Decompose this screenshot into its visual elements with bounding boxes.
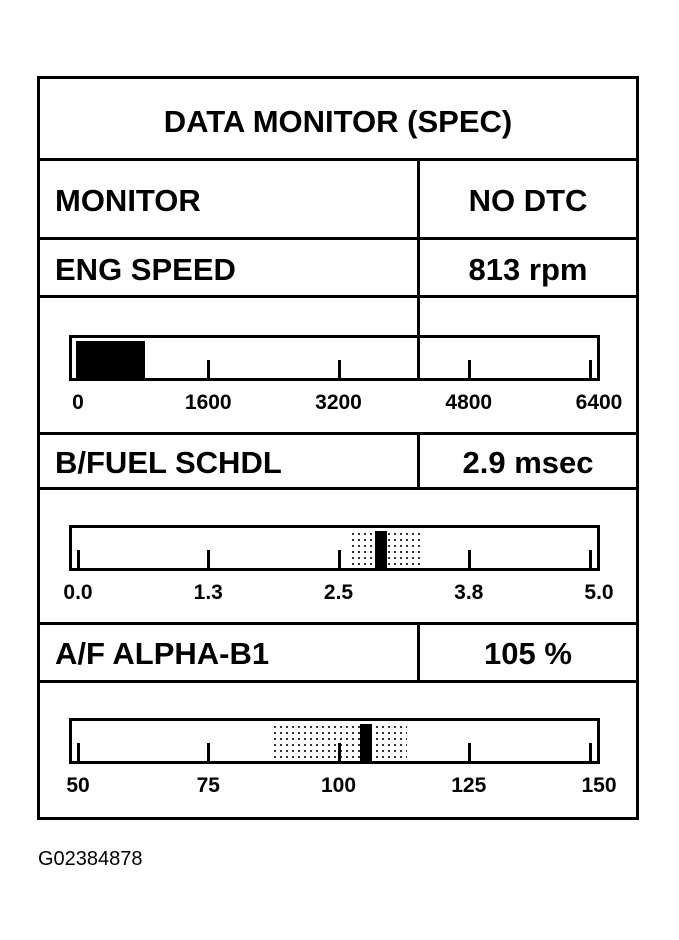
tick-label: 4800 xyxy=(445,391,493,414)
tick-label: 0 xyxy=(72,391,84,414)
value-marker xyxy=(359,724,372,761)
divider xyxy=(40,295,636,298)
tick-mark xyxy=(207,360,211,378)
column-divider xyxy=(417,622,420,680)
tick-mark xyxy=(467,550,471,568)
divider xyxy=(40,237,636,240)
divider xyxy=(40,158,636,161)
af-alpha-value: 105 % xyxy=(484,636,572,671)
eng-speed-label: ENG SPEED xyxy=(55,252,236,287)
tick-mark xyxy=(589,743,592,761)
tick-mark xyxy=(337,743,341,761)
gauge-bar xyxy=(69,718,600,764)
tick-label: 75 xyxy=(196,774,220,797)
monitor-value: NO DTC xyxy=(468,183,588,218)
divider xyxy=(40,680,636,683)
gauge-bar xyxy=(69,335,600,381)
tick-mark xyxy=(467,743,471,761)
tick-label: 1600 xyxy=(184,391,232,414)
tick-mark xyxy=(337,360,341,378)
panel-title: DATA MONITOR (SPEC) xyxy=(163,104,513,139)
divider xyxy=(40,432,636,435)
column-divider xyxy=(417,432,420,488)
tick-mark xyxy=(207,743,211,761)
column-divider xyxy=(417,158,420,378)
tick-label: 1.3 xyxy=(193,581,223,604)
divider xyxy=(40,622,636,625)
tick-label: 50 xyxy=(66,774,90,797)
tick-mark xyxy=(589,550,592,568)
eng-speed-value: 813 rpm xyxy=(468,252,588,287)
monitor-label: MONITOR xyxy=(55,183,201,218)
bfuel-value: 2.9 msec xyxy=(462,445,594,480)
figure-id: G02384878 xyxy=(38,848,143,870)
tick-mark xyxy=(337,550,341,568)
tick-label: 2.5 xyxy=(323,581,354,604)
tick-label: 3200 xyxy=(315,391,362,414)
tick-label: 6400 xyxy=(575,391,623,414)
value-marker xyxy=(375,531,388,568)
tick-label: 0.0 xyxy=(63,581,93,604)
gauge-bar xyxy=(69,525,600,571)
tick-label: 5.0 xyxy=(584,581,614,604)
tick-mark xyxy=(77,550,80,568)
divider xyxy=(40,487,636,490)
tick-mark xyxy=(589,360,592,378)
tick-mark xyxy=(77,360,80,378)
data-monitor-panel: DATA MONITOR (SPEC) MONITOR NO DTC ENG S… xyxy=(37,76,639,820)
af-alpha-label: A/F ALPHA-B1 xyxy=(55,636,270,671)
tick-label: 150 xyxy=(581,774,617,797)
tick-mark xyxy=(77,743,80,761)
tick-label: 100 xyxy=(320,774,357,797)
tick-label: 125 xyxy=(451,774,487,797)
gauge-fill xyxy=(76,341,146,378)
tick-mark xyxy=(207,550,211,568)
tick-mark xyxy=(467,360,471,378)
bfuel-label: B/FUEL SCHDL xyxy=(55,445,282,480)
tick-label: 3.8 xyxy=(454,581,484,604)
